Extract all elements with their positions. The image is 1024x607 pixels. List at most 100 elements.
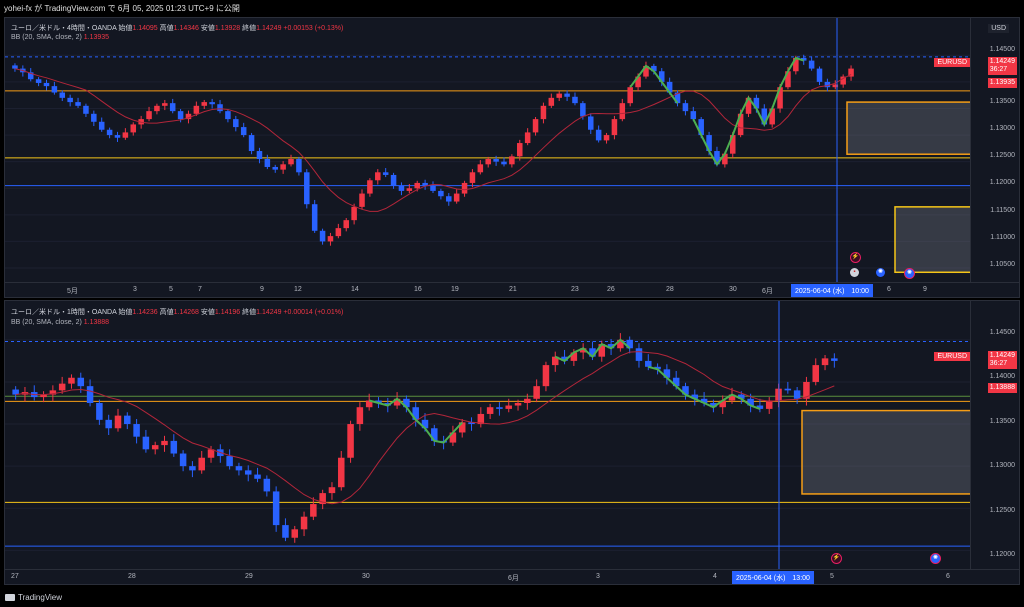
candle [542,365,550,387]
candle [496,407,503,409]
change-value: +0.00014 (+0.01%) [283,309,344,316]
candle [617,339,624,349]
candle [421,419,429,429]
time-tick: 12 [294,286,302,293]
candle [375,172,381,181]
bar-countdown: 36:27 [989,360,1008,367]
legend-indicator[interactable]: BB (20, SMA, close, 2) 1.13888 [11,319,109,326]
chart-canvas-1h[interactable] [5,301,1020,585]
eu-event-icon[interactable]: ✺ [904,268,915,279]
publish-header-text: yohei-fx が TradingView.com で 6月 05, 2025… [4,4,240,13]
time-scale-1h[interactable]: 27 28 29 30 6月 3 4 2025-06-04 (水) 13:00 … [5,569,1019,584]
legend-indicator[interactable]: BB (20, SMA, close, 2) 1.13935 [11,34,109,41]
candle [579,348,587,353]
candle [43,82,50,87]
candle [728,394,736,401]
candle [59,92,66,98]
candle [319,230,326,242]
chart-canvas-4h[interactable] [5,18,1020,298]
candle [106,129,113,136]
candle [548,97,555,106]
candle [831,358,838,361]
candle [162,103,168,106]
candle [169,103,176,112]
symbol-title: ユーロ／米ドル・4時間・OANDA [11,25,117,32]
candle [682,103,689,112]
candle [254,474,261,479]
candle [114,135,121,138]
candle [124,415,131,425]
price-tick: 1.13500 [989,418,1015,425]
candle [469,172,476,183]
candle [390,174,397,186]
time-tick: 7 [198,286,202,293]
last-price-label: 1.14249 36:27 [987,57,1017,75]
candle [747,398,754,406]
supply-demand-zone [846,101,974,155]
candle [328,487,336,494]
footer: TradingView [0,589,1024,607]
zigzag-line [368,397,463,444]
candle [382,172,389,175]
chart-panel-1h[interactable]: ユーロ／米ドル・1時間・OANDA 始値1.14236 高値1.14268 安値… [4,300,1020,585]
candle [319,493,326,505]
price-scale-1h[interactable]: 1.14500 1.14000 1.13500 1.13000 1.12500 … [970,301,1019,584]
price-scale-4h[interactable]: USD 1.14500 1.13500 1.13000 1.12500 1.12… [970,18,1019,297]
candle [310,504,317,517]
candle [201,102,208,106]
candle [300,516,308,530]
symbol-tag: EURUSD [934,58,970,67]
candle [235,466,243,471]
event-flash-icon[interactable]: ⚡ [850,252,861,263]
candle [338,457,345,488]
candle [207,449,215,458]
candle [27,72,34,80]
low-value: 1.13928 [214,25,241,32]
eu-event-icon[interactable]: ✺ [876,268,885,277]
time-tick: 21 [509,286,517,293]
candle [674,92,681,104]
candle [77,377,85,387]
event-flash-icon[interactable]: ⚡ [831,553,842,564]
candle [756,405,764,409]
candle [83,105,89,114]
candle [589,348,596,357]
candle [808,60,815,69]
eu-event-icon[interactable]: ✺ [930,553,941,564]
candle [848,68,854,77]
candle [375,400,382,403]
candle [431,428,438,441]
candle [700,398,708,403]
time-scale-4h[interactable]: 5月 3 5 7 9 12 14 16 19 21 23 26 28 30 6月… [5,282,1019,297]
legend-ohlc: ユーロ／米ドル・4時間・OANDA 始値1.14095 高値1.14346 安値… [11,23,343,33]
candle [532,119,539,133]
indicator-value: 1.13888 [83,319,110,326]
price-tick: 1.14500 [989,329,1015,336]
candle [209,102,215,105]
close-label: 終値 [242,25,257,32]
time-tick: 28 [128,573,136,580]
legend-ohlc: ユーロ／米ドル・1時間・OANDA 始値1.14236 高値1.14268 安値… [11,307,343,317]
candle [824,81,831,88]
currency-label[interactable]: USD [988,24,1009,33]
candle [587,116,594,130]
close-value: 1.14249 [256,25,282,32]
candle [658,71,665,82]
price-tick: 1.13500 [989,98,1015,105]
time-tick: 6月 [762,288,773,295]
candle [49,390,57,395]
candle [812,365,819,382]
candle [177,111,184,120]
candle [422,182,428,186]
candle [691,394,699,399]
us-flag-icon[interactable]: ▪ [850,268,859,277]
candle [761,108,768,125]
price-tick: 1.12500 [989,152,1015,159]
zigzag-line [554,338,631,363]
candle [365,400,373,408]
chart-panel-4h[interactable]: ユーロ／米ドル・4時間・OANDA 始値1.14095 高値1.14346 安値… [4,17,1020,298]
price-tick: 1.14000 [989,373,1015,380]
candle [430,185,436,191]
candle [580,103,586,117]
candle [311,204,318,231]
